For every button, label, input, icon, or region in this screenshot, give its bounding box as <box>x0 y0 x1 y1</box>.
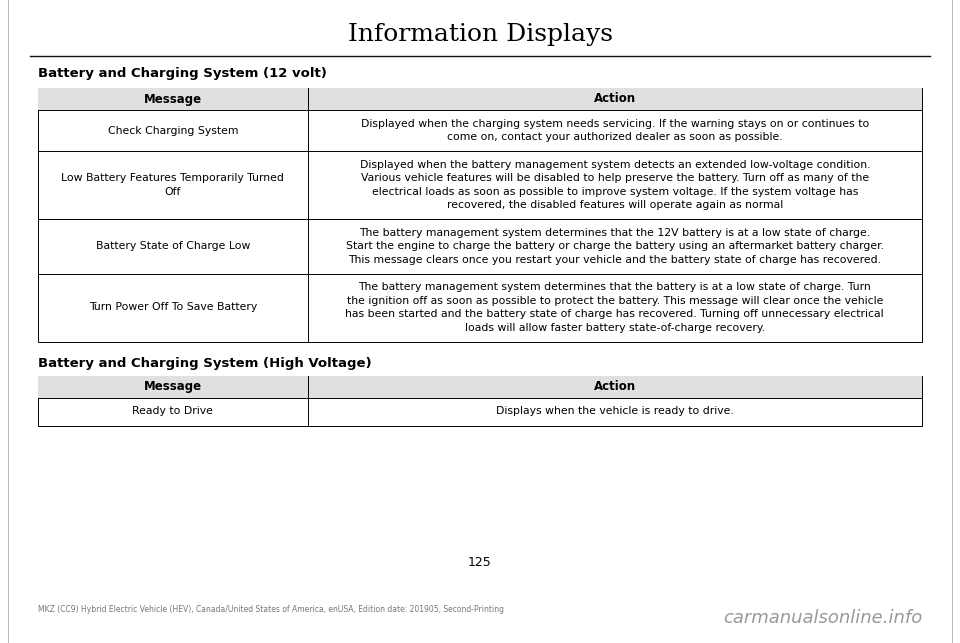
Text: Information Displays: Information Displays <box>348 24 612 46</box>
Text: Displayed when the charging system needs servicing. If the warning stays on or c: Displayed when the charging system needs… <box>361 119 869 142</box>
Text: Displays when the vehicle is ready to drive.: Displays when the vehicle is ready to dr… <box>496 406 733 417</box>
Bar <box>38 88 922 341</box>
Text: Turn Power Off To Save Battery: Turn Power Off To Save Battery <box>88 302 257 312</box>
Text: The battery management system determines that the battery is at a low state of c: The battery management system determines… <box>346 282 884 333</box>
Bar <box>38 88 922 110</box>
Bar <box>38 376 922 397</box>
Text: Message: Message <box>144 93 202 105</box>
Text: 125: 125 <box>468 556 492 568</box>
Text: The battery management system determines that the 12V battery is at a low state : The battery management system determines… <box>346 228 884 265</box>
Text: Action: Action <box>593 93 636 105</box>
Text: Battery and Charging System (High Voltage): Battery and Charging System (High Voltag… <box>38 357 372 370</box>
Text: MKZ (CC9) Hybrid Electric Vehicle (HEV), Canada/United States of America, enUSA,: MKZ (CC9) Hybrid Electric Vehicle (HEV),… <box>38 606 504 615</box>
Text: Battery State of Charge Low: Battery State of Charge Low <box>96 241 250 251</box>
Bar <box>38 376 922 426</box>
Text: Ready to Drive: Ready to Drive <box>132 406 213 417</box>
Text: Check Charging System: Check Charging System <box>108 125 238 136</box>
Text: carmanualsonline.info: carmanualsonline.info <box>723 609 922 627</box>
Text: Action: Action <box>593 380 636 393</box>
Text: Battery and Charging System (12 volt): Battery and Charging System (12 volt) <box>38 68 326 80</box>
Text: Displayed when the battery management system detects an extended low-voltage con: Displayed when the battery management sy… <box>360 159 870 210</box>
Text: Message: Message <box>144 380 202 393</box>
Text: Low Battery Features Temporarily Turned
Off: Low Battery Features Temporarily Turned … <box>61 173 284 197</box>
